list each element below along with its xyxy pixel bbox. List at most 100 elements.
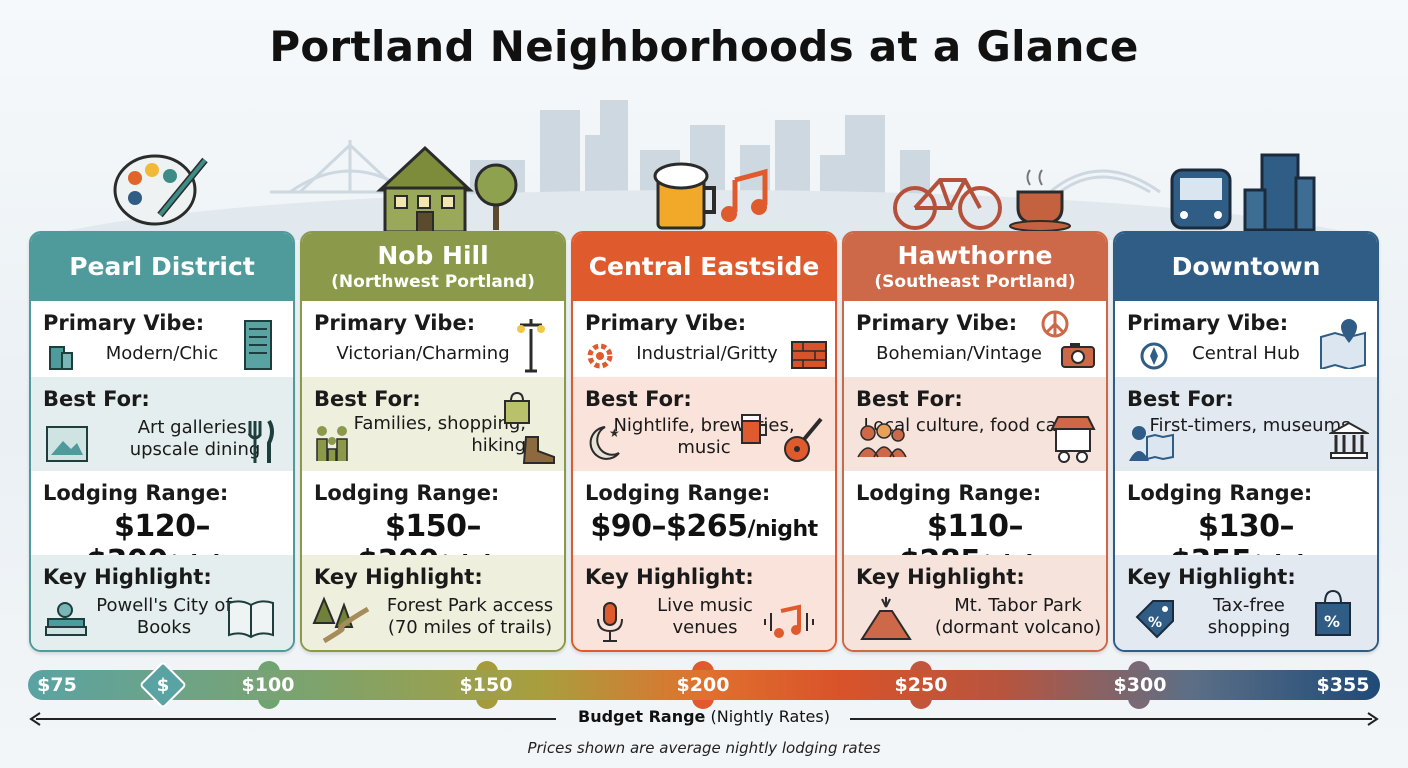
- vibe-value: Victorian/Charming: [336, 343, 510, 364]
- highlight-label: Key Highlight:: [585, 565, 754, 589]
- highlight-value: Forest Park access (70 miles of trails): [386, 595, 554, 638]
- vibe-value: Bohemian/Vintage: [876, 343, 1042, 364]
- svg-text:%: %: [1148, 615, 1162, 631]
- budget-scale-bar: $75 $100 $150 $200 $250 $300 $355: [28, 670, 1380, 700]
- shopping-bag-icon: [502, 391, 532, 425]
- vibe-label: Primary Vibe:: [856, 311, 1018, 335]
- range-arrow-left: [36, 718, 556, 720]
- neighborhood-name: Hawthorne: [897, 241, 1053, 271]
- vibe-value: Industrial/Gritty: [636, 343, 778, 364]
- best-for-value: Families, shopping, hiking: [353, 413, 526, 456]
- svg-text:★: ★: [609, 426, 620, 440]
- moon-stars-icon: ★: [583, 421, 623, 463]
- best-for-label: Best For:: [314, 387, 421, 411]
- dollar-sign: $: [156, 674, 170, 696]
- card-header: Nob Hill (Northwest Portland): [302, 233, 564, 301]
- card-header: Downtown: [1115, 233, 1377, 301]
- guitar-icon: [781, 417, 825, 465]
- best-for-label: Best For:: [585, 387, 692, 411]
- highlight-label: Key Highlight:: [1127, 565, 1296, 589]
- gear-icon: [585, 341, 615, 371]
- best-for-value: Art galleries, upscale dining: [129, 417, 261, 460]
- per-night-label: /night: [747, 517, 818, 542]
- scale-tick-label: $150: [459, 674, 513, 696]
- card-nob-hill: Nob Hill (Northwest Portland) Primary Vi…: [300, 231, 566, 652]
- scale-tick-label: $200: [676, 674, 730, 696]
- volcano-icon: [858, 595, 914, 643]
- highlight-label: Key Highlight:: [43, 565, 212, 589]
- budget-range-label: Budget Range (Nightly Rates): [0, 707, 1408, 726]
- lodging-label: Lodging Range:: [1127, 481, 1313, 505]
- lodging-section: Lodging Range: $120–$300/night: [31, 471, 293, 579]
- highlight-label: Key Highlight:: [856, 565, 1025, 589]
- arrow-right-icon: [1367, 712, 1379, 726]
- office-building-icon: [47, 341, 75, 371]
- neighborhood-name: Nob Hill: [377, 241, 489, 271]
- fork-knife-icon: [247, 419, 277, 465]
- scale-tick-label: $100: [241, 674, 295, 696]
- neighborhood-name: Central Eastside: [588, 252, 820, 282]
- highlight-value: Tax-free shopping: [1207, 595, 1291, 638]
- beer-icon: [739, 413, 769, 445]
- sound-wave-icon: [763, 601, 819, 641]
- best-for-label: Best For:: [856, 387, 963, 411]
- music-note-icon: [721, 168, 768, 222]
- best-for-section: Best For: First-timers, museums: [1115, 377, 1377, 471]
- tree-icon: [474, 163, 518, 230]
- best-for-value: Local culture, food carts: [863, 415, 1081, 436]
- brick-wall-icon: [791, 341, 827, 369]
- best-for-section: Best For: Art galleries, upscale dining: [31, 377, 293, 471]
- neighborhood-subtitle: (Northwest Portland): [331, 271, 535, 292]
- vibe-section: Primary Vibe: Victorian/Charming: [302, 301, 564, 377]
- camera-icon: [1060, 341, 1096, 369]
- food-cart-icon: [1050, 415, 1096, 465]
- lodging-section: Lodging Range: $90–$265/night: [573, 471, 835, 555]
- best-for-section: Best For: Families, shopping, hiking: [302, 377, 564, 471]
- scale-tick-label: $300: [1113, 674, 1167, 696]
- vibe-label: Primary Vibe:: [43, 311, 205, 335]
- svg-text:%: %: [1324, 612, 1340, 631]
- books-apple-icon: [43, 597, 89, 643]
- bicycle-icon: [893, 178, 1002, 230]
- hiking-boot-icon: [520, 435, 558, 465]
- card-pearl-district: Pearl District Primary Vibe: Modern/Chic…: [29, 231, 295, 652]
- tourist-map-icon: [1127, 423, 1175, 463]
- scale-tick-label: $75: [37, 674, 77, 696]
- highlight-value: Live music venues: [657, 595, 753, 638]
- family-icon: [312, 423, 360, 463]
- card-header: Pearl District: [31, 233, 293, 301]
- highlight-label: Key Highlight:: [314, 565, 483, 589]
- page-title: Portland Neighborhoods at a Glance: [269, 22, 1139, 71]
- lodging-label: Lodging Range:: [43, 481, 229, 505]
- scale-tick-label: $355: [1316, 674, 1370, 696]
- city-buildings-icon: [1243, 153, 1316, 232]
- compass-icon: [1139, 341, 1169, 371]
- hero-icons: [113, 145, 1316, 234]
- card-hawthorne: Hawthorne (Southeast Portland) Primary V…: [842, 231, 1108, 652]
- vibe-label: Primary Vibe:: [585, 311, 747, 335]
- footnote: Prices shown are average nightly lodging…: [527, 739, 881, 757]
- range-arrow-right: [850, 718, 1372, 720]
- vibe-value: Modern/Chic: [105, 343, 219, 364]
- framed-picture-icon: [45, 425, 89, 463]
- vibe-label: Primary Vibe:: [314, 311, 476, 335]
- highlight-value: Powell's City of Books: [96, 595, 232, 638]
- best-for-label: Best For:: [1127, 387, 1234, 411]
- best-for-label: Best For:: [43, 387, 150, 411]
- budget-range-subtitle: (Nightly Rates): [710, 707, 830, 726]
- neighborhood-subtitle: (Southeast Portland): [874, 271, 1076, 292]
- highlight-value: Mt. Tabor Park (dormant volcano): [934, 595, 1102, 638]
- highlight-section: Key Highlight: Mt. Tabor Park (dormant v…: [844, 555, 1106, 650]
- highlight-section: Key Highlight: Tax-free shopping % %: [1115, 555, 1377, 650]
- microphone-icon: [593, 601, 627, 645]
- lodging-label: Lodging Range:: [856, 481, 1042, 505]
- vibe-section: Primary Vibe: Bohemian/Vintage: [844, 301, 1106, 377]
- lodging-section: Lodging Range: $130–$355/night: [1115, 471, 1377, 579]
- map-pin-icon: [1319, 317, 1369, 369]
- best-for-value: First-timers, museums: [1149, 415, 1351, 436]
- shopping-bag-percent-icon: %: [1313, 589, 1353, 637]
- forest-trail-icon: [312, 595, 372, 643]
- price-range: $90–$265: [590, 509, 748, 544]
- vibe-section: Primary Vibe: Industrial/Gritty: [573, 301, 835, 377]
- museum-icon: [1329, 421, 1369, 461]
